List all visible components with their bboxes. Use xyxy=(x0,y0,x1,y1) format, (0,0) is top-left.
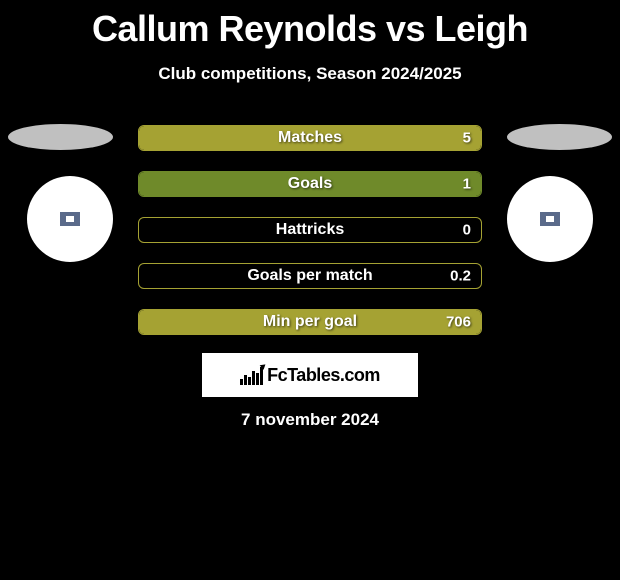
page-title: Callum Reynolds vs Leigh xyxy=(0,0,620,50)
stat-row-min-per-goal: Min per goal 706 xyxy=(138,309,482,335)
stat-label: Goals xyxy=(288,175,332,193)
stat-value: 0 xyxy=(463,222,471,239)
stat-row-goals: Goals 1 xyxy=(138,171,482,197)
player-avatar-right xyxy=(507,176,593,262)
avatar-placeholder-icon xyxy=(60,212,80,226)
stat-label: Min per goal xyxy=(263,313,357,331)
stat-value: 1 xyxy=(463,176,471,193)
stats-list: Matches 5 Goals 1 Hattricks 0 Goals per … xyxy=(138,125,482,355)
stat-value: 0.2 xyxy=(450,268,471,285)
player-avatar-left xyxy=(27,176,113,262)
player-shadow-left xyxy=(8,124,113,150)
stat-value: 5 xyxy=(463,130,471,147)
stat-label: Hattricks xyxy=(276,221,344,239)
stat-label: Goals per match xyxy=(247,267,372,285)
brand-badge: FcTables.com xyxy=(202,353,418,397)
brand-text: FcTables.com xyxy=(267,365,380,386)
brand-chart-icon xyxy=(240,365,263,385)
stat-label: Matches xyxy=(278,129,342,147)
avatar-placeholder-icon xyxy=(540,212,560,226)
date-label: 7 november 2024 xyxy=(241,410,379,430)
subtitle: Club competitions, Season 2024/2025 xyxy=(0,64,620,84)
stat-row-goals-per-match: Goals per match 0.2 xyxy=(138,263,482,289)
stat-row-matches: Matches 5 xyxy=(138,125,482,151)
player-shadow-right xyxy=(507,124,612,150)
stat-row-hattricks: Hattricks 0 xyxy=(138,217,482,243)
stat-value: 706 xyxy=(446,314,471,331)
